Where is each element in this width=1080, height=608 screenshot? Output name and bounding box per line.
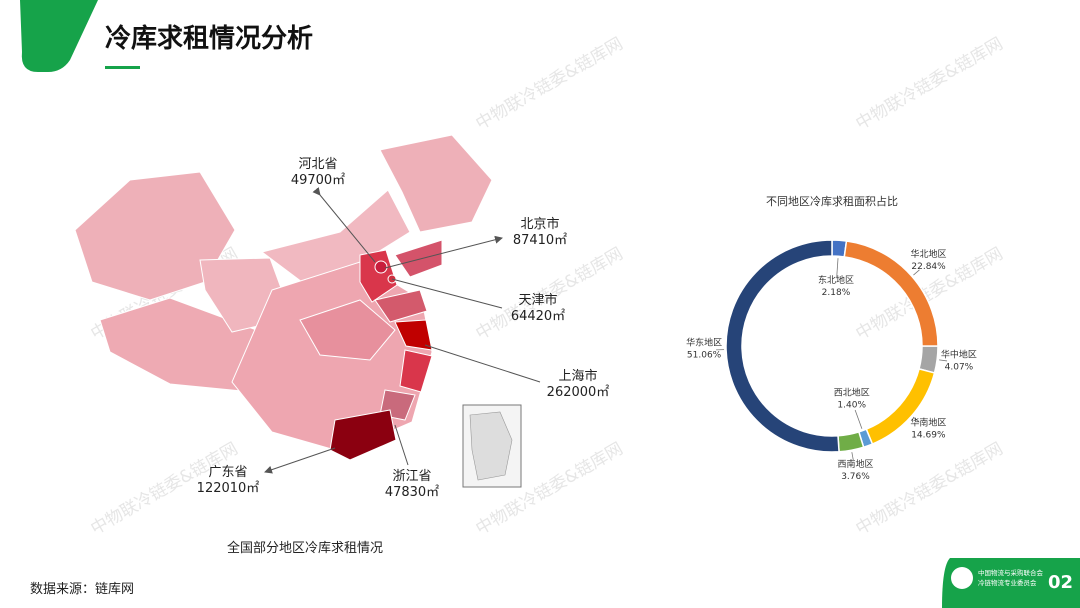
donut-chart: 东北地区 2.18% 华北地区 22.84% 华中地区 4.07% 华南地区 14.69% 西北… (686, 239, 977, 482)
watermark: 中物联冷链委&链库网 (853, 34, 1007, 134)
org-logo (951, 567, 973, 589)
segment-label: 华北地区 (911, 248, 947, 260)
leader-line (854, 409, 863, 429)
leader-line (851, 452, 854, 461)
leader-line (913, 269, 920, 276)
segment-label: 华中地区 (941, 348, 977, 360)
org-name: 中国物流与采购联合会 (978, 568, 1044, 577)
segment-label: 西南地区 (838, 458, 874, 470)
map-value: 47830㎡ (385, 485, 439, 500)
slide-title: 冷库求租情况分析 (105, 23, 313, 54)
segment-label: 西北地区 (834, 387, 870, 399)
footer-badge (942, 558, 1080, 608)
china-map (74, 134, 522, 488)
segment-value: 14.69% (911, 430, 946, 440)
map-label: 河北省 (298, 157, 337, 172)
map-label: 上海市 (558, 368, 597, 384)
segment-value: 1.40% (837, 401, 866, 411)
data-source: 数据来源：链库网 (30, 581, 134, 597)
watermark: 中物联冷链委&链库网 (853, 439, 1007, 539)
map-label: 广东省 (208, 465, 247, 480)
segment-value: 51.06% (687, 350, 722, 360)
segment-label: 华东地区 (686, 336, 722, 348)
segment-value: 2.18% (822, 288, 851, 298)
map-annotations: 河北省 49700㎡ 北京市 87410㎡ 天津市 64420㎡ 上海市 262… (197, 157, 610, 500)
map-value: 262000㎡ (547, 385, 610, 400)
watermark: 中物联冷链委&链库网 (473, 34, 627, 134)
map-value: 64420㎡ (511, 309, 565, 324)
segment-value: 3.76% (841, 472, 870, 482)
title-underline (105, 66, 140, 69)
donut-segment (725, 239, 840, 453)
map-label: 浙江省 (392, 469, 431, 484)
leader-line (913, 416, 920, 423)
leader-line (939, 359, 948, 362)
donut-segment (837, 430, 865, 453)
segment-value: 22.84% (911, 262, 946, 272)
leader-line (836, 258, 839, 279)
map-value: 122010㎡ (197, 481, 260, 496)
map-label: 天津市 (518, 292, 557, 308)
chart-title: 不同地区冷库求租面积占比 (766, 194, 898, 208)
segment-label: 东北地区 (818, 274, 854, 286)
page-number: 02 (1048, 572, 1073, 593)
org-name: 冷链物流专业委员会 (978, 578, 1037, 587)
segment-label: 华南地区 (910, 416, 946, 428)
map-value: 87410㎡ (513, 233, 567, 248)
segment-value: 4.07% (945, 362, 974, 372)
map-label: 北京市 (520, 216, 559, 232)
map-caption: 全国部分地区冷库求租情况 (227, 540, 383, 556)
header-accent (20, 0, 98, 72)
map-value: 49700㎡ (291, 173, 345, 188)
